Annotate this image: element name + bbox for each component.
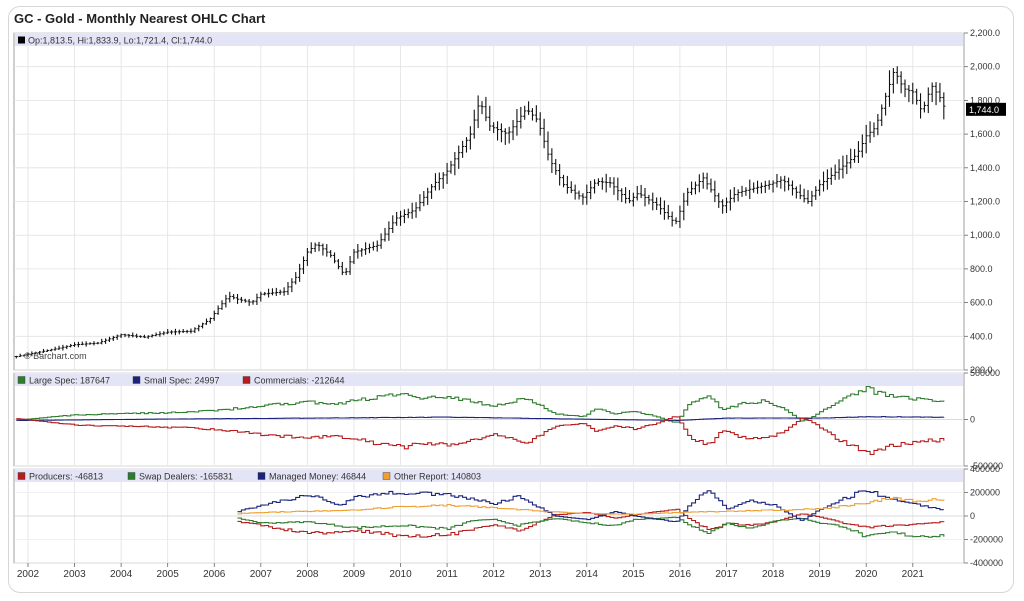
cot2-legend-label: Producers: -46813 xyxy=(29,472,103,482)
cot2-legend-label: Swap Dealers: -165831 xyxy=(139,472,233,482)
cot2-series-line xyxy=(237,496,945,515)
cot1-legend-swatch xyxy=(242,376,251,384)
x-tick-label: 2006 xyxy=(203,569,226,580)
cot1-y-tick-label: 500000 xyxy=(970,368,1000,378)
cot2-legend-swatch xyxy=(127,472,136,480)
page-title: GC - Gold - Monthly Nearest OHLC Chart xyxy=(14,11,266,26)
x-tick-label: 2017 xyxy=(715,569,738,580)
y-tick-label: 600.0 xyxy=(970,298,993,308)
cot2-legend-bar xyxy=(15,470,963,482)
cot2-legend-swatch xyxy=(382,472,391,480)
cot2-y-tick-label: 200000 xyxy=(970,488,1000,498)
cot2-series-line xyxy=(237,516,945,538)
legend-swatch xyxy=(18,36,25,44)
cot2-legend-label: Other Report: 140803 xyxy=(394,472,481,482)
y-tick-label: 1,800.0 xyxy=(970,95,1000,105)
cot2-y-tick-label: -400000 xyxy=(970,558,1003,568)
y-tick-label: 200.0 xyxy=(970,365,993,375)
x-tick-label: 2012 xyxy=(483,569,506,580)
y-tick-label: 1,400.0 xyxy=(970,163,1000,173)
x-tick-label: 2011 xyxy=(436,569,458,580)
x-tick-label: 2005 xyxy=(157,569,180,580)
y-tick-label: 1,600.0 xyxy=(970,129,1000,139)
y-tick-label: 2,000.0 xyxy=(970,62,1000,72)
cot1-legend-swatch xyxy=(17,376,26,384)
watermark: © Barchart.com xyxy=(24,351,87,361)
cot1-y-tick-label: -500000 xyxy=(970,461,1003,471)
y-tick-label: 400.0 xyxy=(970,331,993,341)
y-tick-label: 2,200.0 xyxy=(970,28,1000,38)
x-tick-label: 2007 xyxy=(250,569,273,580)
y-tick-label: 800.0 xyxy=(970,264,993,274)
x-tick-label: 2003 xyxy=(63,569,86,580)
cot1-legend-swatch xyxy=(132,376,141,384)
x-tick-label: 2021 xyxy=(902,569,925,580)
last-price-tag xyxy=(966,102,1006,116)
cot1-y-tick-label: 0 xyxy=(970,415,975,425)
x-tick-label: 2004 xyxy=(110,569,133,580)
x-tick-label: 2009 xyxy=(343,569,366,580)
x-tick-label: 2018 xyxy=(762,569,785,580)
cot2-y-tick-label: -200000 xyxy=(970,535,1003,545)
x-tick-label: 2013 xyxy=(529,569,552,580)
legend-label: Op:1,813.5, Hi:1,833.9, Lo:1,721.4, Cl:1… xyxy=(28,36,212,46)
cot1-legend-label: Small Spec: 24997 xyxy=(144,376,220,386)
x-tick-label: 2014 xyxy=(576,569,599,580)
cot2-y-tick-label: 400000 xyxy=(970,464,1000,474)
x-tick-label: 2002 xyxy=(17,569,40,580)
y-tick-label: 1,000.0 xyxy=(970,230,1000,240)
cot1-legend-bar xyxy=(15,374,963,386)
cot2-legend-swatch xyxy=(17,472,26,480)
x-tick-label: 2019 xyxy=(809,569,832,580)
cot2-legend-label: Managed Money: 46844 xyxy=(269,472,366,482)
cot2-y-tick-label: 0 xyxy=(970,511,975,521)
cot1-series-line xyxy=(16,416,945,456)
cot1-series-line xyxy=(16,385,945,423)
x-tick-label: 2020 xyxy=(855,569,878,580)
cot1-legend-label: Commercials: -212644 xyxy=(254,376,345,386)
x-tick-label: 2010 xyxy=(389,569,412,580)
cot1-legend-label: Large Spec: 187647 xyxy=(29,376,110,386)
x-tick-label: 2015 xyxy=(622,569,645,580)
x-tick-label: 2016 xyxy=(669,569,692,580)
y-tick-label: 1,200.0 xyxy=(970,197,1000,207)
cot1-series-line xyxy=(16,416,945,421)
cot2-legend-swatch xyxy=(257,472,266,480)
legend-bar xyxy=(15,34,963,46)
x-tick-label: 2008 xyxy=(296,569,319,580)
last-price-label: 1,744.0 xyxy=(969,105,999,115)
